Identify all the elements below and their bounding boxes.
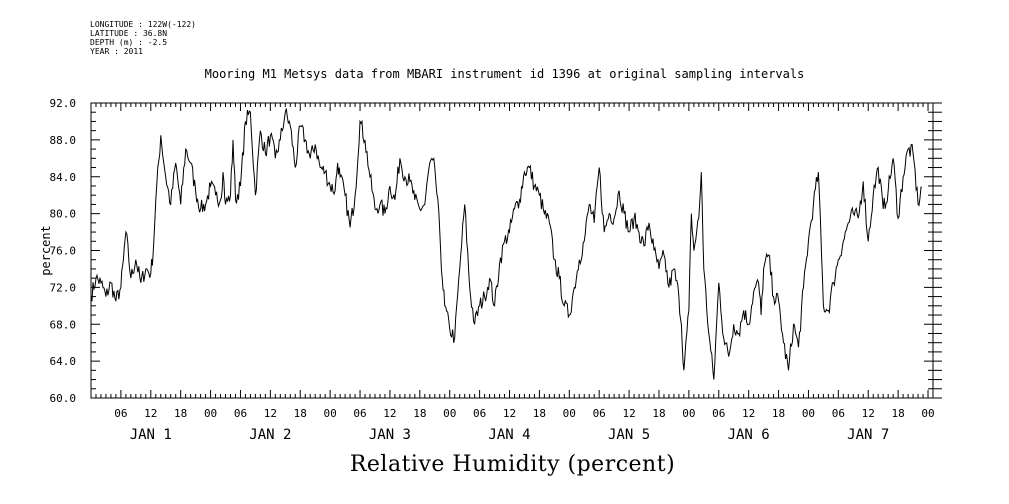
x-tick-label: 06 xyxy=(353,407,366,420)
x-tick-label: 12 xyxy=(862,407,875,420)
x-day-label: JAN 4 xyxy=(488,427,530,443)
x-tick-label: 06 xyxy=(114,407,127,420)
y-tick-label: 76.0 xyxy=(50,245,77,258)
x-tick-label: 06 xyxy=(712,407,725,420)
x-day-label: JAN 7 xyxy=(847,427,889,443)
y-tick-label: 88.0 xyxy=(50,134,77,147)
x-tick-label: 00 xyxy=(443,407,456,420)
x-tick-label: 12 xyxy=(264,407,277,420)
y-tick-label: 68.0 xyxy=(50,318,77,331)
chart-title: Mooring M1 Metsys data from MBARI instru… xyxy=(204,67,805,81)
y-tick-label: 80.0 xyxy=(50,208,77,221)
y-tick-label: 72.0 xyxy=(50,281,77,294)
x-tick-label: 00 xyxy=(921,407,934,420)
x-day-label: JAN 2 xyxy=(249,427,291,443)
x-tick-label: 12 xyxy=(144,407,157,420)
chart-subtitle: Relative Humidity (percent) xyxy=(349,452,676,477)
longitude-label: LONGITUDE : 122W(-122) xyxy=(90,20,196,29)
x-tick-label: 18 xyxy=(413,407,426,420)
x-tick-label: 06 xyxy=(593,407,606,420)
x-day-label: JAN 1 xyxy=(130,427,172,443)
x-tick-label: 18 xyxy=(174,407,187,420)
x-tick-label: 00 xyxy=(682,407,695,420)
y-axis-label: percent xyxy=(39,225,53,276)
metadata-block: LONGITUDE : 122W(-122) LATITUDE : 36.8N … xyxy=(90,20,196,56)
year-label: YEAR : 2011 xyxy=(90,47,143,56)
plot-frame xyxy=(90,102,934,399)
x-tick-label: 18 xyxy=(891,407,904,420)
x-tick-label: 12 xyxy=(742,407,755,420)
x-tick-label: 12 xyxy=(622,407,635,420)
x-tick-label: 12 xyxy=(383,407,396,420)
series-line xyxy=(90,108,922,380)
x-tick-label: 18 xyxy=(772,407,785,420)
x-tick-label: 00 xyxy=(802,407,815,420)
x-tick-label: 18 xyxy=(294,407,307,420)
x-day-label: JAN 5 xyxy=(608,427,650,443)
x-tick-label: 06 xyxy=(832,407,845,420)
latitude-label: LATITUDE : 36.8N xyxy=(90,29,168,38)
x-tick-label: 18 xyxy=(533,407,546,420)
x-tick-label: 00 xyxy=(563,407,576,420)
y-tick-label: 84.0 xyxy=(50,171,77,184)
x-day-label: JAN 6 xyxy=(728,427,770,443)
x-tick-label: 06 xyxy=(473,407,486,420)
y-tick-label: 92.0 xyxy=(50,97,77,110)
x-tick-label: 12 xyxy=(503,407,516,420)
x-tick-label: 06 xyxy=(234,407,247,420)
x-day-label: JAN 3 xyxy=(369,427,411,443)
x-tick-label: 00 xyxy=(324,407,337,420)
y-tick-label: 60.0 xyxy=(50,392,77,405)
y-tick-label: 64.0 xyxy=(50,355,77,368)
x-tick-label: 00 xyxy=(204,407,217,420)
depth-label: DEPTH (m) : -2.5 xyxy=(90,38,168,47)
x-tick-label: 18 xyxy=(652,407,665,420)
